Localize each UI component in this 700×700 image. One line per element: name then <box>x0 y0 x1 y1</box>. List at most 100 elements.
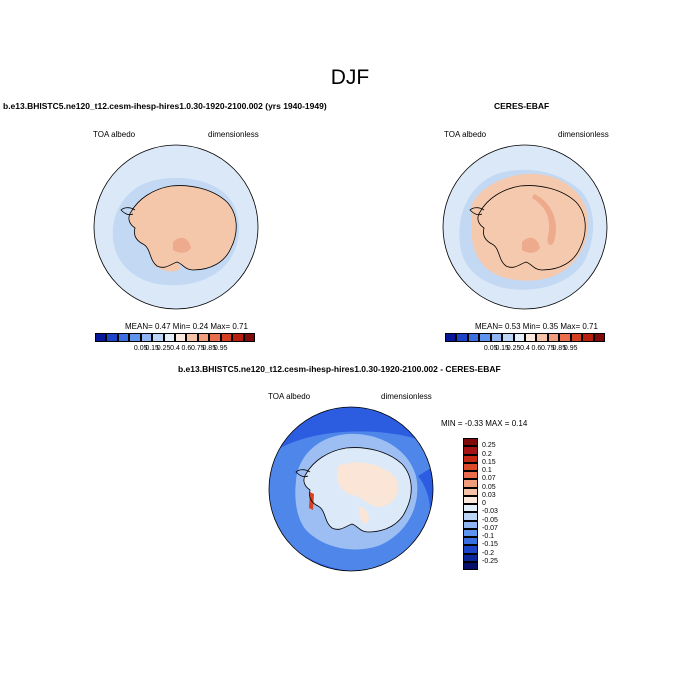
panel3-peninsula-outline <box>295 469 311 478</box>
panel1-title: b.e13.BHISTC5.ne120_t12.cesm-ihesp-hires… <box>3 101 327 111</box>
panel2-colorbar-swatch <box>536 333 548 342</box>
panel3-colorbar-tick-label: -0.2 <box>482 549 495 557</box>
panel2-stats: MEAN= 0.53 Min= 0.35 Max= 0.71 <box>475 322 598 331</box>
panel2-colorbar <box>445 333 605 342</box>
panel3-colorbar-swatch <box>463 520 478 529</box>
panel1-colorbar-swatch <box>117 333 130 342</box>
panel3-colorbar-tick-label: -0.03 <box>482 508 498 516</box>
panel2-colorbar-labels: 0.05 0.15 0.25 0.4 0.6 0.75 0.85 0.95 <box>445 345 605 355</box>
panel1-colorbar-swatch <box>232 333 244 342</box>
panel3-colorbar-tick-label: 0 <box>482 500 486 507</box>
panel1-colorbar-tick-label: 0.05 <box>133 345 148 352</box>
panel3-colorbar-swatch <box>463 528 478 537</box>
panel2-colorbar-tick-label: 0.15 <box>495 345 509 352</box>
panel3-colorbar-swatch <box>463 471 478 480</box>
panel3-map-border <box>268 406 434 572</box>
panel2-colorbar-swatch <box>525 333 537 342</box>
panel1-colorbar-swatch <box>95 333 107 342</box>
panel2-colorbar-tick-label: 0.6 <box>531 345 542 352</box>
panel1-colorbar-swatch <box>152 333 164 342</box>
panel3-colorbar-swatch <box>463 537 478 546</box>
panel1-polar-map <box>93 144 259 310</box>
panel1-colorbar-swatch <box>220 333 233 342</box>
panel1-albedo-feature <box>173 237 191 253</box>
panel2-colorbar-swatch <box>456 333 468 342</box>
panel1-colorbar-swatch <box>197 333 210 342</box>
panel3-colorbar-swatch <box>463 487 478 496</box>
panel3-positive-patch <box>359 506 369 524</box>
panel2-colorbar-swatch <box>513 333 525 342</box>
panel2-colorbar-tick-label: 0.75 <box>541 345 555 352</box>
panel1-colorbar-tick-label: 0.4 <box>170 345 180 352</box>
panel2-colorbar-tick-label: 0.4 <box>520 345 530 352</box>
panel3-colorbar-labels: 0.25 0.2 0.15 0.1 0.07 0.05 0.03 0 -0.03 -0.05 -0.… <box>482 438 522 570</box>
panel1-units-label: dimensionless <box>208 130 259 139</box>
panel3-colorbar-tick-label: 0.07 <box>482 475 496 483</box>
panel2-colorbar-tick-label: 0.95 <box>563 345 578 352</box>
panel1-colorbar-swatch <box>129 333 141 342</box>
panel2-polar-map <box>442 144 608 310</box>
panel1-colorbar-tick-label: 0.25 <box>156 345 171 352</box>
panel2-variable-label: TOA albedo <box>444 130 487 139</box>
panel3-colorbar-tick-label: 0.05 <box>482 483 496 491</box>
panel2-antarctica <box>477 185 586 270</box>
panel1-stats: MEAN= 0.47 Min= 0.24 Max= 0.71 <box>125 322 248 331</box>
panel1-peninsula-outline <box>120 207 136 216</box>
panel1-colorbar-swatch <box>140 333 153 342</box>
panel1-colorbar-tick-label: 0.6 <box>181 345 192 352</box>
panel3-colorbar-swatch <box>463 438 478 447</box>
panel3-colorbar-swatch <box>463 553 478 562</box>
panel1-colorbar-tick-label: 0.95 <box>213 345 228 352</box>
panel3-colorbar-tick-label: 0.03 <box>482 491 496 499</box>
panel3-colorbar-tick-label: 0.1 <box>482 467 492 474</box>
panel1-colorbar-tick-label: 0.75 <box>191 345 205 352</box>
panel3-colorbar-swatch <box>463 462 478 471</box>
panel3-colorbar-tick-label: -0.05 <box>482 516 498 524</box>
panel1-colorbar-swatch <box>186 333 198 342</box>
panel1-colorbar-swatch <box>243 333 255 342</box>
panel1-colorbar-swatch <box>106 333 118 342</box>
panel2-colorbar-swatch <box>490 333 503 342</box>
panel2-colorbar-tick-label: 0.25 <box>506 345 521 352</box>
panel2-map-border <box>442 144 608 310</box>
panel1-antarctica <box>128 185 237 270</box>
figure-title: DJF <box>330 66 370 89</box>
panel3-colorbar-tick-label: 0.2 <box>482 450 492 458</box>
panel1-variable-label: TOA albedo <box>93 130 136 139</box>
panel3-colorbar-tick-label: -0.07 <box>482 524 498 532</box>
panel3-polar-map <box>268 406 434 572</box>
panel2-colorbar-swatch <box>547 333 560 342</box>
panel3-colorbar-tick-label: 0.15 <box>482 458 496 466</box>
panel3-colorbar-tick-label: -0.1 <box>482 533 495 540</box>
panel1-coastline <box>128 185 237 271</box>
panel2-peninsula-outline <box>469 207 485 216</box>
panel2-colorbar-swatch <box>582 333 594 342</box>
panel2-title: CERES-EBAF <box>494 101 550 111</box>
panel1-colorbar-labels: 0.05 0.15 0.25 0.4 0.6 0.75 0.85 0.95 <box>95 345 255 355</box>
panel3-title: b.e13.BHISTC5.ne120_t12.cesm-ihesp-hires… <box>178 364 501 374</box>
panel1-colorbar-tick-label: 0.85 <box>202 345 217 352</box>
panel1-colorbar-swatch <box>209 333 221 342</box>
panel2-units-label: dimensionless <box>558 130 609 139</box>
panel2-colorbar-tick-label: 0.05 <box>483 345 498 352</box>
panel3-colorbar-tick-label: -0.15 <box>482 541 498 549</box>
panel3-colorbar <box>463 438 478 570</box>
panel1-map-border <box>93 144 259 310</box>
panel3-variable-label: TOA albedo <box>268 392 311 401</box>
panel2-colorbar-swatch <box>479 333 491 342</box>
panel3-colorbar-swatch <box>463 446 478 455</box>
panel2-colorbar-swatch <box>445 333 457 342</box>
panel2-colorbar-swatch <box>467 333 480 342</box>
panel3-colorbar-swatch <box>463 454 478 463</box>
panel3-positive-interior <box>337 462 399 507</box>
panel2-coastline <box>477 185 586 271</box>
panel3-colorbar-swatch <box>463 545 478 554</box>
panel1-colorbar <box>95 333 255 342</box>
panel3-colorbar-tick-label: 0.25 <box>482 442 496 450</box>
panel2-albedo-feature <box>522 237 540 253</box>
panel2-albedo-streak <box>532 194 556 245</box>
panel3-colorbar-tick-label: -0.25 <box>482 557 498 565</box>
panel3-colorbar-swatch <box>463 561 478 570</box>
panel1-colorbar-swatch <box>163 333 175 342</box>
panel2-colorbar-tick-label: 0.85 <box>552 345 567 352</box>
